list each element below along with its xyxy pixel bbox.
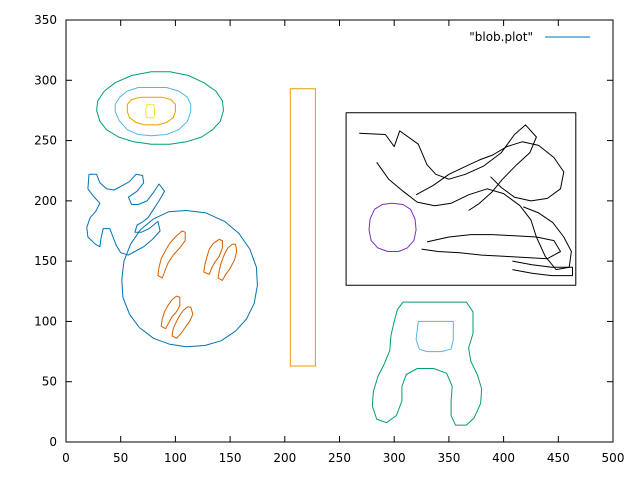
y-tick-label: 0	[49, 435, 57, 449]
blob-contour-2	[126, 96, 176, 126]
blob-contour-16	[421, 234, 561, 260]
y-tick-label: 100	[34, 314, 57, 328]
y-tick-label: 250	[34, 134, 57, 148]
x-tick-label: 250	[328, 451, 351, 465]
blob-contour-15	[415, 141, 565, 202]
blob-contour-13	[359, 124, 537, 211]
x-tick-label: 450	[547, 451, 570, 465]
y-tick-label: 300	[34, 73, 57, 87]
x-tick-label: 150	[219, 451, 242, 465]
blob-contour-17	[512, 260, 573, 277]
blob-contour-3	[145, 103, 156, 119]
blob-contour-5	[86, 173, 165, 256]
y-tick-label: 200	[34, 194, 57, 208]
blob-contour-10	[171, 306, 194, 339]
x-axis: 0 50 100 150 200 250 300 350 400 450 500	[62, 20, 624, 465]
blob-contour-7	[203, 238, 223, 275]
x-tick-label: 200	[273, 451, 296, 465]
y-tick-label: 150	[34, 254, 57, 268]
blob-contour-4	[121, 210, 258, 348]
y-tick-label: 50	[42, 375, 57, 389]
plot-shapes	[86, 71, 577, 426]
blob-contour-0	[96, 71, 224, 145]
x-tick-label: 0	[62, 451, 70, 465]
blob-contour-12	[345, 112, 577, 286]
x-tick-label: 400	[492, 451, 515, 465]
blob-contour-11	[289, 88, 316, 367]
x-tick-label: 50	[113, 451, 128, 465]
blob-contour-18	[368, 202, 417, 252]
blob-contour-14	[376, 162, 572, 271]
blob-contour-9	[160, 295, 181, 330]
y-axis: 0 50 100 150 200 250 300 350	[34, 13, 613, 449]
x-tick-label: 100	[164, 451, 187, 465]
x-tick-label: 350	[437, 451, 460, 465]
legend: "blob.plot"	[469, 30, 590, 44]
y-tick-label: 350	[34, 13, 57, 27]
blob-contour-20	[415, 320, 454, 353]
x-tick-label: 500	[602, 451, 625, 465]
blob-contour-1	[114, 87, 192, 137]
blob-contour-19	[371, 301, 483, 426]
x-tick-label: 300	[383, 451, 406, 465]
blob-contour-6	[157, 230, 186, 279]
legend-label: "blob.plot"	[469, 30, 533, 44]
blob-contour-8	[217, 243, 238, 281]
